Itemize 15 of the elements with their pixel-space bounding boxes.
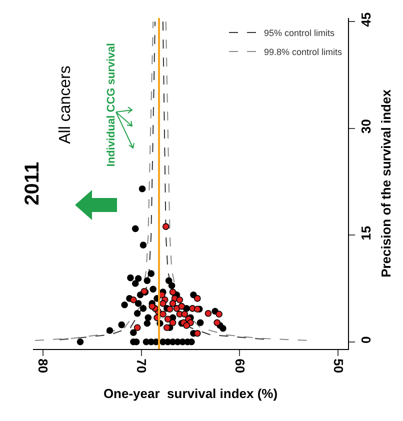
y-tick-label: 45: [358, 12, 374, 27]
legend-label: 99.8% control limits: [264, 47, 343, 58]
x-tick-label: 70: [134, 358, 150, 374]
x-tick-label: 50: [330, 358, 346, 374]
y-tick-label: 15: [358, 226, 374, 240]
y-tick-label: 30: [358, 119, 374, 134]
annotation: Individual CCG survival: [105, 43, 118, 167]
x-tick-label: 80: [36, 358, 51, 374]
legend-label: 95% control limits: [264, 28, 336, 38]
text: 2011: [21, 162, 44, 206]
y-axis-title: Precision of the survival index: [378, 88, 394, 278]
text: All cancers: [57, 66, 74, 144]
x-tick-label: 60: [232, 358, 248, 374]
y-tick-label: 0: [358, 336, 374, 344]
x-axis-title: One-year survival index (%): [103, 386, 278, 401]
